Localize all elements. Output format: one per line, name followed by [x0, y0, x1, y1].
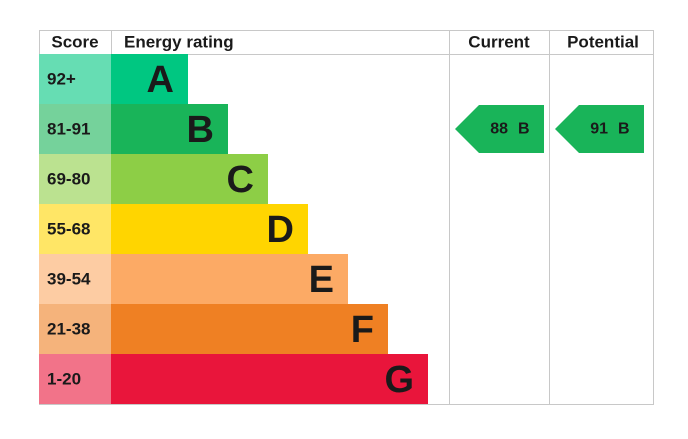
potential-arrow — [555, 105, 644, 153]
rating-bar — [111, 354, 428, 404]
header-score: Score — [51, 33, 98, 52]
potential-value: 91 — [590, 121, 608, 138]
score-label: 39-54 — [47, 270, 91, 289]
rating-letter: F — [351, 309, 374, 351]
header-rating: Energy rating — [124, 33, 234, 52]
score-label: 92+ — [47, 70, 76, 89]
rating-bar — [111, 104, 228, 154]
rating-letter: G — [384, 359, 414, 401]
current-letter: B — [518, 121, 530, 138]
score-cell — [39, 104, 111, 154]
score-label: 81-91 — [47, 120, 90, 139]
header-current: Current — [468, 33, 530, 52]
score-cell — [39, 254, 111, 304]
header-potential: Potential — [567, 33, 639, 52]
rating-bar — [111, 54, 188, 104]
potential-letter: B — [618, 121, 630, 138]
rating-letter: C — [227, 159, 254, 201]
rating-bar — [111, 254, 348, 304]
rating-letter: B — [187, 109, 214, 151]
score-label: 1-20 — [47, 370, 81, 389]
score-label: 55-68 — [47, 220, 90, 239]
score-label: 69-80 — [47, 170, 90, 189]
current-arrow — [455, 105, 544, 153]
score-cell — [39, 304, 111, 354]
score-label: 21-38 — [47, 320, 90, 339]
current-value: 88 — [490, 121, 508, 138]
rating-bar — [111, 204, 308, 254]
score-cell — [39, 204, 111, 254]
rating-bar — [111, 304, 388, 354]
rating-bar — [111, 154, 268, 204]
score-cell — [39, 54, 111, 104]
rating-letter: E — [309, 259, 334, 301]
score-cell — [39, 154, 111, 204]
rating-letter: A — [147, 59, 174, 101]
rating-letter: D — [267, 209, 294, 251]
score-cell — [39, 354, 111, 404]
